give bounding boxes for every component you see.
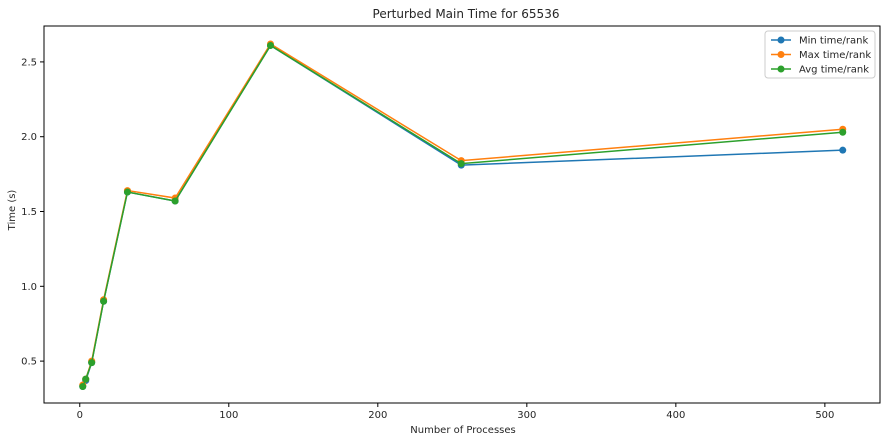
x-axis-label: Number of Processes	[410, 425, 515, 436]
data-point	[88, 359, 96, 367]
x-tick-label: 200	[368, 410, 387, 421]
data-point	[82, 375, 90, 383]
legend-item: Max time/rank	[771, 50, 871, 61]
x-tick-label: 0	[77, 410, 83, 421]
axes-frame	[43, 25, 881, 404]
y-tick-label: 1.5	[21, 207, 37, 218]
plot-area	[43, 25, 881, 404]
y-axis-label: Time (s)	[7, 190, 18, 232]
x-axis: 0 100 200 300 400 500	[77, 403, 834, 421]
legend: Min time/rank Max time/rank Avg time/rank	[764, 30, 876, 79]
data-point	[457, 160, 465, 168]
legend-label: Avg time/rank	[799, 65, 869, 76]
legend-item: Avg time/rank	[771, 65, 869, 76]
data-point	[100, 297, 108, 305]
y-tick-label: 0.5	[21, 357, 37, 368]
data-point	[267, 41, 275, 49]
legend-label: Max time/rank	[799, 50, 871, 61]
y-tick-label: 2.5	[21, 57, 37, 68]
y-tick-label: 1.0	[21, 282, 37, 293]
data-point	[79, 383, 87, 391]
legend-box	[764, 30, 876, 79]
legend-label: Min time/rank	[799, 36, 868, 47]
chart-title: Perturbed Main Time for 65536	[373, 7, 560, 21]
x-tick-label: 100	[219, 410, 238, 421]
legend-swatch-marker	[777, 51, 785, 58]
x-tick-label: 400	[666, 410, 685, 421]
legend-swatch-marker	[777, 65, 785, 73]
data-point	[839, 146, 847, 154]
y-axis: 0.5 1.0 1.5 2.0 2.5	[21, 57, 44, 368]
series-avg-time-rank	[79, 41, 847, 391]
legend-swatch-marker	[777, 36, 785, 44]
data-point	[839, 128, 847, 136]
legend-item: Min time/rank	[771, 36, 868, 47]
data-point	[123, 188, 131, 196]
data-point	[171, 197, 179, 205]
series-layer	[79, 40, 847, 391]
x-tick-label: 500	[815, 410, 834, 421]
x-tick-label: 300	[517, 410, 536, 421]
y-tick-label: 2.0	[21, 132, 37, 143]
